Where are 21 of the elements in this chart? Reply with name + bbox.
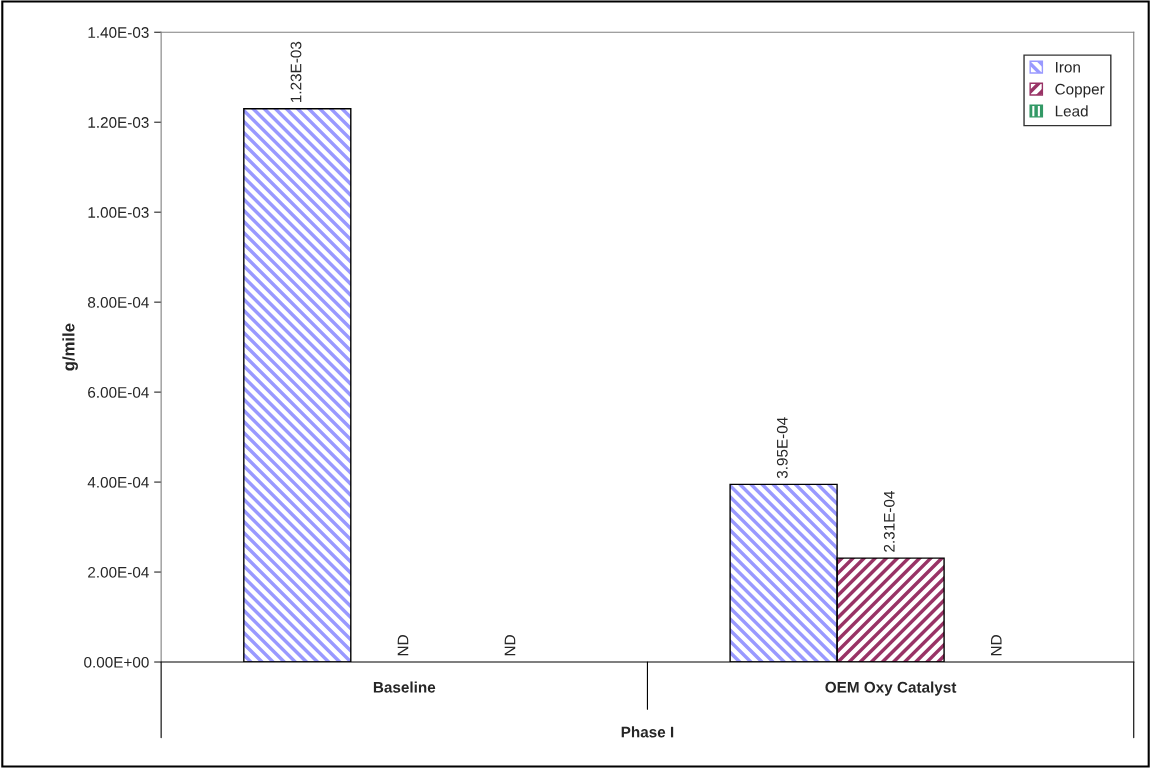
text: ND — [991, 635, 1002, 656]
legend-label: Lead — [1055, 105, 1088, 117]
y-tick-label: 1.20E-03 — [88, 117, 149, 128]
y-tick-label: 0.00E+00 — [84, 656, 149, 668]
y-tick-label: 6.00E-04 — [88, 386, 149, 398]
x-tick-label: Baseline — [373, 681, 436, 693]
y-tick-label: 1.40E-03 — [88, 27, 149, 38]
data-label: 3.95E-04 — [776, 417, 788, 479]
x-tick-label: OEM Oxy Catalyst — [825, 681, 957, 696]
data-label: 1.23E-03 — [290, 41, 302, 103]
y-tick-label: 4.00E-04 — [87, 476, 149, 488]
y-tick-label: 1.00E-03 — [88, 207, 149, 218]
data-label: 2.31E-04 — [883, 490, 895, 552]
legend-label: Copper — [1055, 83, 1105, 98]
text: ND — [397, 635, 409, 656]
y-tick-label: 8.00E-04 — [88, 297, 149, 308]
y-tick-label: 2.00E-04 — [88, 566, 149, 578]
legend-label: Iron — [1056, 61, 1080, 73]
x-axis-title: Phase I — [621, 726, 674, 738]
text: ND — [504, 635, 516, 656]
y-axis-title: g/mile — [62, 323, 78, 371]
